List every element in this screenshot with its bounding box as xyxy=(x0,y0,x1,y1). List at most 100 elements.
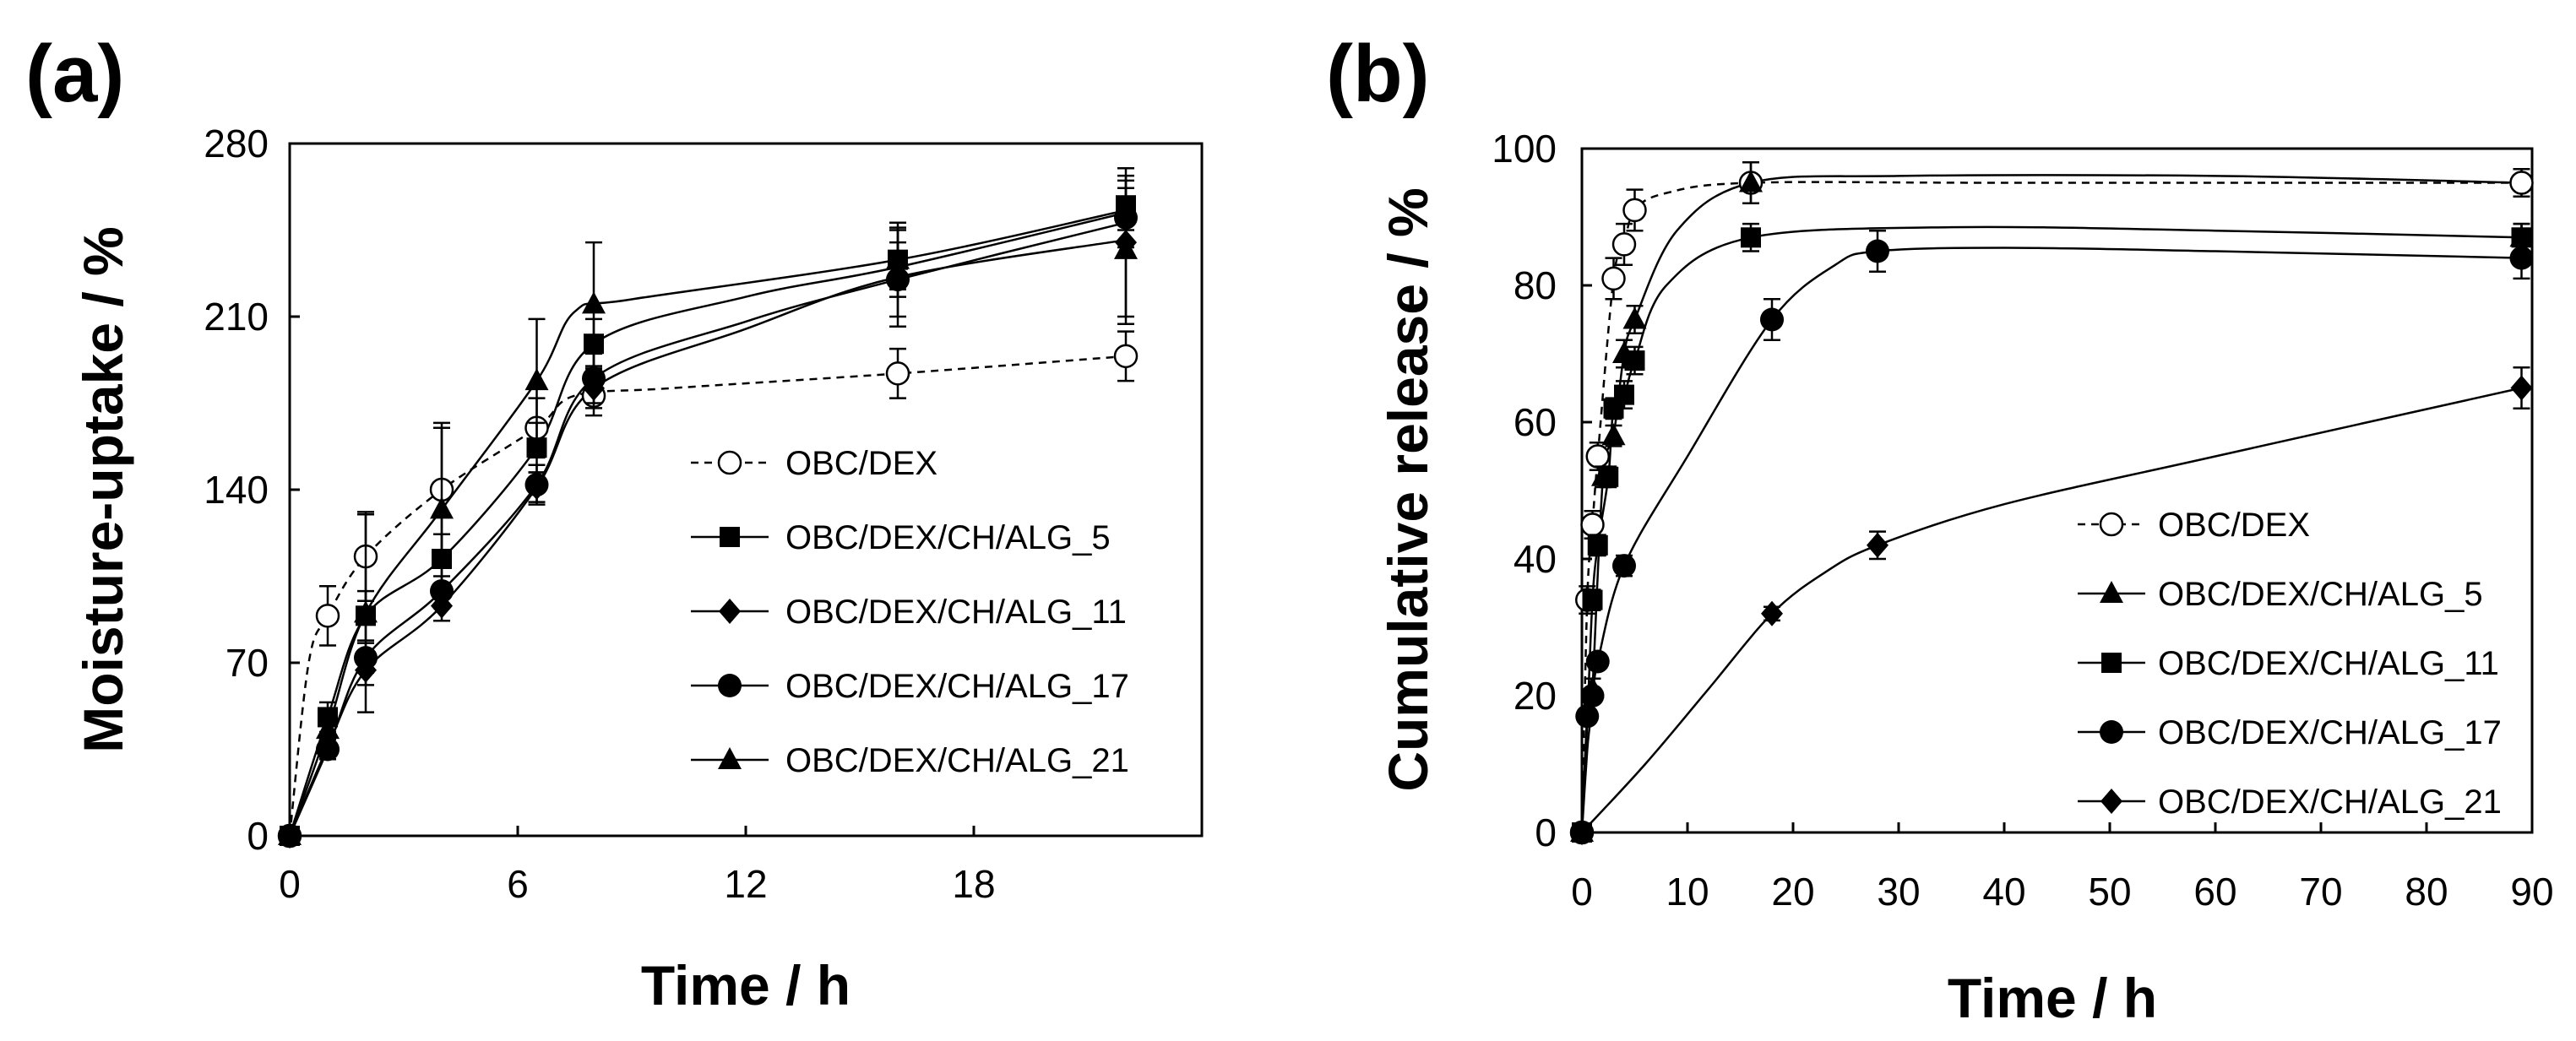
chart-panel-b: (b) 0 10 20 30 40 50 60 70 80 90 0 20 40 60 80 100 Time… xyxy=(1326,29,2554,1029)
data-point-obc-dex-ch-alg-21 xyxy=(354,600,378,623)
data-point-obc-dex-ch-alg-21 xyxy=(582,291,606,314)
data-point-obc-dex-ch-alg-17 xyxy=(316,737,340,762)
x-axis-title-a: Time / h xyxy=(641,954,851,1017)
data-point-obc-dex-ch-alg-11 xyxy=(1582,589,1603,610)
x-tick-label: 60 xyxy=(2193,870,2236,914)
x-tick-label: 12 xyxy=(724,862,767,906)
chart-panel-a: (a) 0 6 12 18 0 70 140 210 280 Time / h Moisture… xyxy=(25,29,1204,1017)
data-point-obc-dex-ch-alg-21 xyxy=(1867,532,1889,558)
x-tick-label: 20 xyxy=(1771,870,1814,914)
markers-group-b xyxy=(1569,160,2534,845)
data-point-obc-dex xyxy=(315,604,340,628)
panel-label-b: (b) xyxy=(1326,29,1430,119)
data-point-obc-dex-ch-alg-11 xyxy=(1741,227,1761,248)
legend-label: OBC/DEX/CH/ALG_17 xyxy=(785,668,1129,705)
legend-label: OBC/DEX xyxy=(785,445,937,482)
x-tick-label: 40 xyxy=(1982,870,2025,914)
legend-label: OBC/DEX/CH/ALG_17 xyxy=(2158,714,2502,751)
data-point-obc-dex-ch-alg-11 xyxy=(1587,534,1608,556)
legend-a: OBC/DEX OBC/DEX/CH/ALG_5 OBC/DEX/CH/ALG_11… xyxy=(691,445,1129,779)
data-point-obc-dex-ch-alg-21 xyxy=(524,368,549,391)
legend-label: OBC/DEX/CH/ALG_5 xyxy=(785,519,1111,556)
data-point-obc-dex xyxy=(1585,444,1610,469)
data-point-obc-dex-ch-alg-17 xyxy=(582,366,606,391)
markers-group-a xyxy=(277,167,1139,849)
x-tick-label: 80 xyxy=(2405,870,2448,914)
series-line-obc-dex-ch-alg-21 xyxy=(1582,387,2522,832)
x-axis-title-b: Time / h xyxy=(1948,967,2157,1029)
y-tick-label: 100 xyxy=(1492,127,1557,171)
data-point-obc-dex xyxy=(1622,198,1647,223)
legend-marker-obc-dex-ch-alg-17 xyxy=(718,674,742,697)
x-tick-label: 70 xyxy=(2299,870,2342,914)
data-point-obc-dex-ch-alg-11 xyxy=(1614,384,1634,405)
legend-label: OBC/DEX xyxy=(2158,507,2310,544)
legend-label: OBC/DEX/CH/ALG_11 xyxy=(2158,645,2499,682)
y-tick-label: 140 xyxy=(204,468,269,512)
x-tick-label: 50 xyxy=(2088,870,2131,914)
y-tick-label: 40 xyxy=(1514,537,1557,581)
legend-marker-obc-dex-ch-alg-11 xyxy=(719,599,741,624)
y-axis-title-b: Cumulative release / % xyxy=(1377,187,1439,791)
plot-area-a xyxy=(288,142,1204,838)
y-axis-title-a: Moisture-uptake / % xyxy=(72,226,134,752)
data-point-obc-dex-ch-alg-17 xyxy=(1575,704,1600,729)
x-tick-label: 10 xyxy=(1666,870,1709,914)
x-tick-label: 30 xyxy=(1877,870,1920,914)
x-tick-label: 6 xyxy=(507,862,529,906)
data-point-obc-dex-ch-alg-5 xyxy=(1622,306,1647,329)
x-tick-label: 0 xyxy=(279,862,301,906)
data-point-obc-dex-ch-alg-21 xyxy=(886,247,910,269)
legend-marker-obc-dex-ch-alg-11 xyxy=(2101,653,2122,673)
axis-ticks-b: 0 10 20 30 40 50 60 70 80 90 0 20 40 60 80 100 xyxy=(1492,127,2553,914)
axis-ticks-a: 0 6 12 18 0 70 140 210 280 xyxy=(204,122,995,906)
y-tick-label: 0 xyxy=(1535,811,1557,854)
legend-label: OBC/DEX/CH/ALG_21 xyxy=(2158,783,2502,821)
legend-marker-obc-dex-ch-alg-21 xyxy=(718,747,742,769)
data-point-obc-dex-ch-alg-21 xyxy=(2510,375,2533,401)
data-point-obc-dex xyxy=(1611,232,1637,257)
data-point-obc-dex xyxy=(1580,512,1605,537)
y-tick-label: 0 xyxy=(247,814,269,858)
data-point-obc-dex-ch-alg-17 xyxy=(1612,554,1636,578)
x-tick-label: 18 xyxy=(952,862,995,906)
legend-label: OBC/DEX/CH/ALG_11 xyxy=(785,594,1127,631)
data-point-obc-dex-ch-alg-21 xyxy=(316,717,340,740)
legend-marker-obc-dex-ch-alg-21 xyxy=(2100,789,2122,814)
legend-marker-obc-dex-ch-alg-5 xyxy=(2100,581,2123,603)
legend-label: OBC/DEX/CH/ALG_21 xyxy=(785,742,1129,779)
data-point-obc-dex-ch-alg-17 xyxy=(1585,649,1610,674)
legend-b: OBC/DEX OBC/DEX/CH/ALG_5 OBC/DEX/CH/ALG_11… xyxy=(2078,507,2502,821)
data-point-obc-dex-ch-alg-21 xyxy=(430,496,454,519)
data-point-obc-dex xyxy=(1113,344,1139,369)
data-point-obc-dex-ch-alg-5 xyxy=(1601,423,1626,446)
data-point-obc-dex-ch-alg-17 xyxy=(1866,239,1889,263)
data-point-obc-dex-ch-alg-17 xyxy=(1760,307,1784,332)
y-tick-label: 280 xyxy=(204,122,269,165)
legend-marker-obc-dex xyxy=(2099,512,2124,537)
data-point-obc-dex xyxy=(885,361,910,386)
data-point-obc-dex-ch-alg-21 xyxy=(1571,820,1593,845)
data-point-obc-dex-ch-alg-21 xyxy=(1114,236,1138,259)
data-point-obc-dex-ch-alg-21 xyxy=(1761,600,1783,626)
data-point-obc-dex-ch-alg-17 xyxy=(524,473,549,497)
data-point-obc-dex xyxy=(1601,266,1626,291)
data-point-obc-dex-ch-alg-11 xyxy=(1624,350,1645,371)
x-tick-label: 90 xyxy=(2510,870,2553,914)
y-tick-label: 80 xyxy=(1514,263,1557,307)
x-tick-label: 0 xyxy=(1571,870,1593,914)
data-point-obc-dex-ch-alg-11 xyxy=(1598,466,1619,487)
data-point-obc-dex-ch-alg-5 xyxy=(1739,170,1763,192)
data-point-obc-dex-ch-alg-17 xyxy=(1580,684,1605,708)
data-point-obc-dex xyxy=(2509,171,2534,195)
legend-marker-obc-dex xyxy=(717,450,742,475)
y-tick-label: 60 xyxy=(1514,400,1557,444)
legend-label: OBC/DEX/CH/ALG_5 xyxy=(2158,576,2483,613)
y-tick-label: 70 xyxy=(226,641,269,685)
plot-area-b xyxy=(1580,147,2534,834)
legend-marker-obc-dex-ch-alg-17 xyxy=(2100,720,2123,744)
y-tick-label: 20 xyxy=(1514,674,1557,718)
series-line-obc-dex xyxy=(1582,181,2522,832)
legend-marker-obc-dex-ch-alg-5 xyxy=(720,527,740,547)
